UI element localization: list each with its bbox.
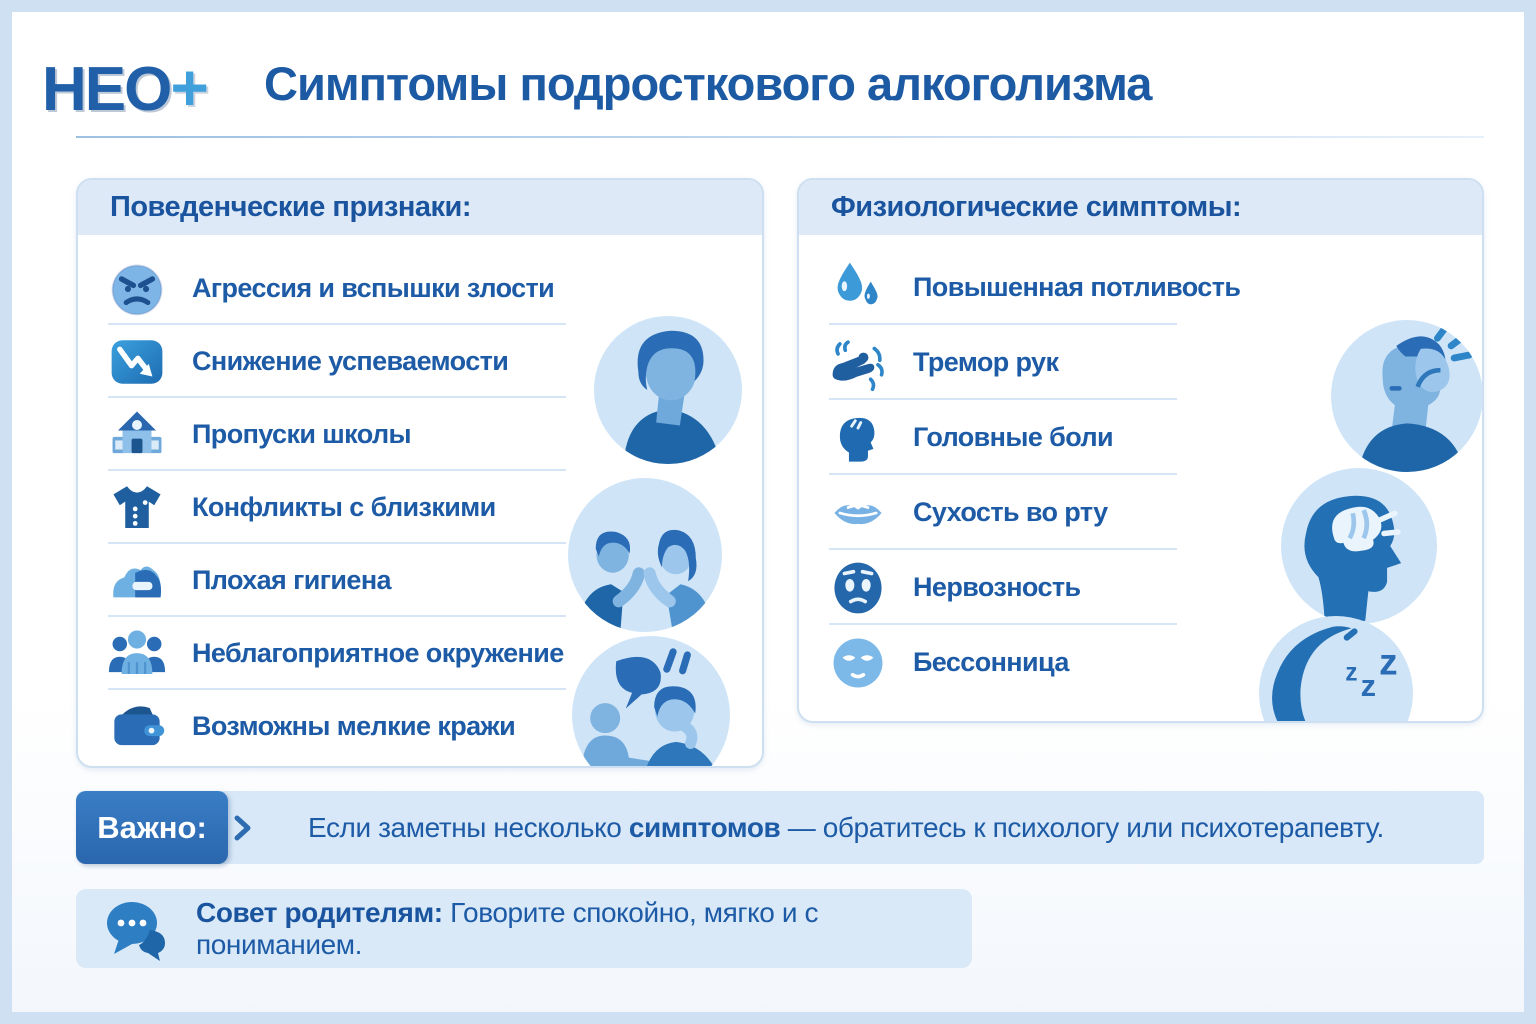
head-profile-icon (829, 409, 887, 467)
symptom-label: Бессонница (913, 647, 1069, 677)
symptom-label: Нервозность (913, 572, 1081, 602)
symptom-row: Тремор рук (799, 325, 1482, 400)
behavioral-signs-panel: Поведенческие признаки: Агрессия и вспыш… (76, 178, 764, 768)
svg-text:z: z (1345, 660, 1357, 687)
important-badge-label: Важно: (97, 809, 207, 845)
angry-face-icon (108, 260, 166, 318)
symptom-label: Головные боли (913, 422, 1114, 452)
arguing-couple-illustration (568, 478, 722, 632)
declining-chart-icon (108, 333, 166, 391)
physiological-panel-body: Повышенная потливость Тремор рук Головны… (799, 238, 1482, 721)
symptom-row: Сухость во рту (799, 475, 1482, 550)
headache-person-illustration (1331, 320, 1482, 472)
symptom-row: Нервозность (799, 550, 1482, 625)
behavioral-panel-title: Поведенческие признаки: (110, 191, 472, 223)
wallet-icon (108, 698, 166, 756)
important-note-bar: Важно: Если заметны несколько симптомов … (76, 791, 1484, 864)
school-building-icon (108, 406, 166, 464)
chevron-right-icon (234, 815, 251, 841)
symptom-row: Бессонница (799, 625, 1482, 700)
parent-talking-to-teen-illustration (572, 636, 730, 766)
tshirt-icon (108, 479, 166, 537)
nervous-face-icon (829, 559, 887, 617)
symptom-row: Агрессия и вспышки злости (78, 252, 762, 325)
symptom-row: Снижение успеваемости (78, 325, 762, 398)
physiological-panel-title: Физиологические симптомы: (831, 191, 1242, 223)
symptom-row: Неблагоприятное окружение (78, 617, 762, 690)
symptom-label: Агрессия и вспышки злости (192, 273, 555, 303)
symptom-label: Сухость во рту (913, 497, 1108, 527)
laundry-pile-icon (108, 552, 166, 610)
important-note-text: Если заметны несколько симптомов — обрат… (308, 812, 1384, 844)
behavioral-panel-header: Поведенческие признаки: (78, 180, 762, 238)
people-group-icon (108, 625, 166, 683)
lips-icon (829, 484, 887, 542)
symptom-row: Повышенная потливость (799, 250, 1482, 325)
svg-text:z: z (1379, 642, 1397, 683)
symptom-row: Конфликты с близкими (78, 471, 762, 544)
symptom-row: Головные боли (799, 400, 1482, 475)
page-title: Симптомы подросткового алкоголизма (264, 57, 1152, 110)
logo-neo-plus: НЕО+ (42, 50, 209, 125)
symptom-label: Снижение успеваемости (192, 346, 509, 376)
water-drops-icon (829, 259, 887, 317)
parent-advice-bar: Совет родителям: Говорите спокойно, мягк… (76, 889, 972, 968)
chat-bubbles-icon (102, 896, 174, 962)
advice-label: Совет родителям: (196, 896, 443, 928)
sleepy-face-icon (829, 634, 887, 692)
symptom-label: Неблагоприятное окружение (192, 638, 564, 668)
symptom-label: Повышенная потливость (913, 272, 1241, 302)
teen-profile-illustration (594, 316, 742, 464)
symptom-row: Плохая гигиена (78, 544, 762, 617)
symptom-label: Тремор рук (913, 347, 1059, 377)
symptom-label: Возможны мелкие кражи (192, 711, 516, 741)
symptom-row: Пропуски школы (78, 398, 762, 471)
header-divider (76, 136, 1484, 138)
important-badge: Важно: (76, 791, 228, 864)
important-text-end: — обратитесь к психологу или психотерапе… (780, 811, 1385, 843)
symptom-label: Плохая гигиена (192, 565, 392, 595)
physiological-panel-header: Физиологические симптомы: (799, 180, 1482, 238)
logo-plus-icon: + (170, 50, 209, 124)
symptom-row: Возможны мелкие кражи (78, 690, 762, 763)
logo-text: НЕО (42, 55, 172, 124)
important-text-start: Если заметны несколько (308, 811, 629, 843)
parent-advice-text: Совет родителям: Говорите спокойно, мягк… (196, 897, 972, 961)
head-with-brain-illustration (1281, 468, 1437, 624)
symptom-label: Пропуски школы (192, 419, 412, 449)
physiological-symptoms-panel: Физиологические симптомы: Повышенная пот… (797, 178, 1484, 723)
svg-text:z: z (1361, 668, 1376, 703)
tremor-hand-icon (829, 334, 887, 392)
symptom-label: Конфликты с близкими (192, 492, 496, 522)
behavioral-panel-body: Агрессия и вспышки злости Снижение успев… (78, 238, 762, 766)
important-text-bold: симптомов (628, 811, 781, 843)
advice-body: Говорите спокойно, мягко и с пониманием. (196, 896, 819, 960)
